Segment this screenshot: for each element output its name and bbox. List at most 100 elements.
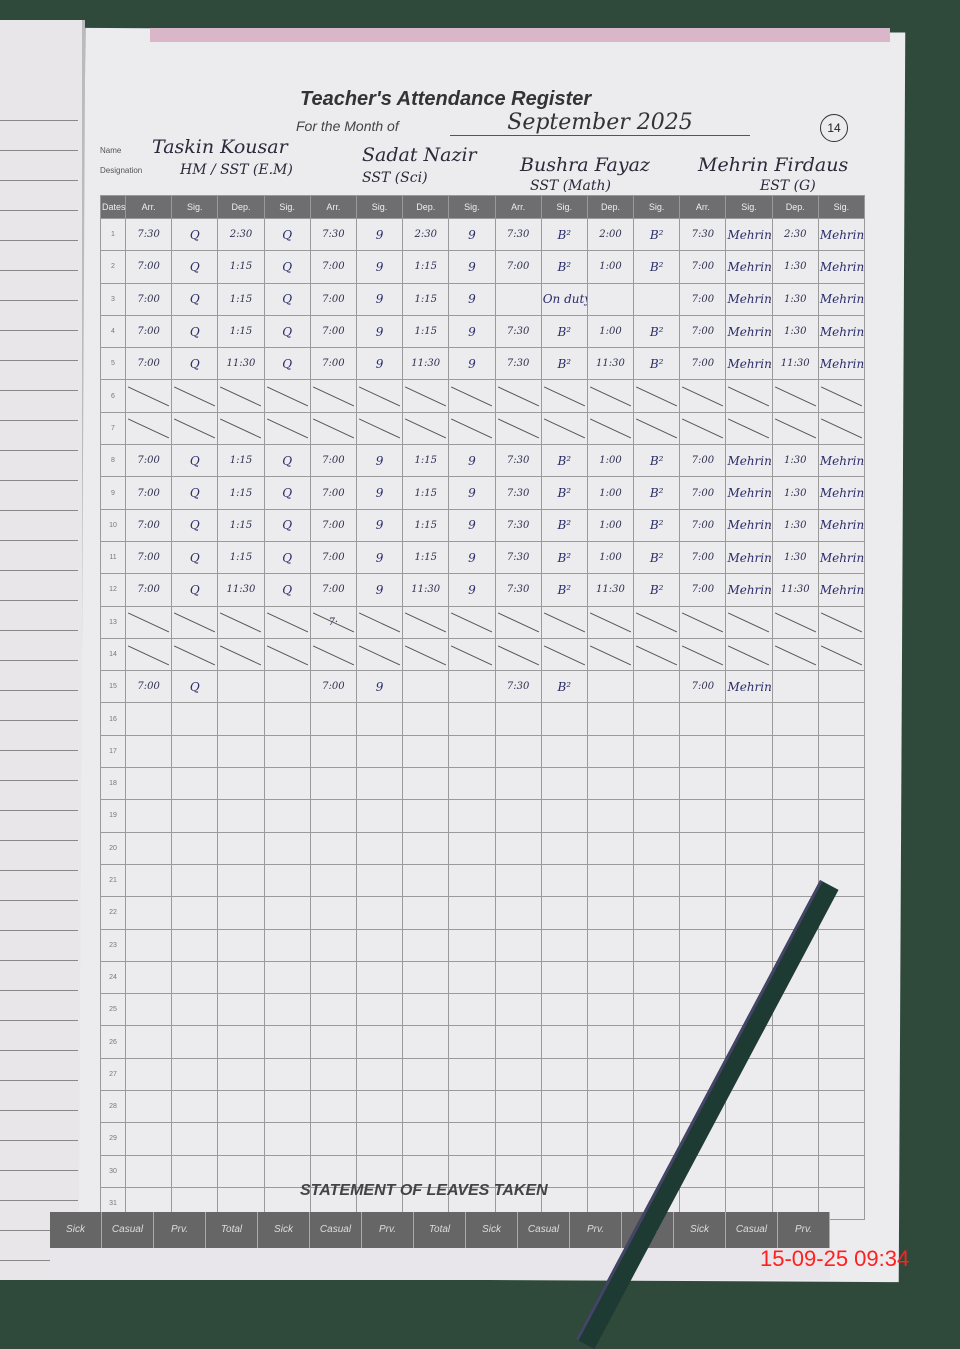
leave-column-header: Sick xyxy=(466,1212,518,1248)
arrival-cell xyxy=(124,993,173,1027)
arrival-cell: 7:00 xyxy=(124,444,173,478)
signature-cell: 9 xyxy=(448,444,496,478)
signature-cell xyxy=(171,799,219,833)
signature-cell xyxy=(355,993,404,1027)
ruled-line xyxy=(0,660,78,661)
signature-cell: Q xyxy=(171,540,219,575)
signature-cell: Mehrin xyxy=(725,444,773,478)
signature-cell xyxy=(171,1090,219,1124)
arrival-cell xyxy=(124,1057,173,1092)
signature-cell xyxy=(448,734,496,769)
signature-cell: B² xyxy=(633,250,681,284)
table-row: 19 xyxy=(100,799,866,833)
departure-cell: 1:30 xyxy=(771,282,819,316)
departure-cell xyxy=(586,896,635,930)
column-header: Sig. xyxy=(355,195,404,219)
signature-cell xyxy=(633,993,681,1027)
departure-cell xyxy=(402,1090,450,1124)
arrival-cell xyxy=(309,1057,357,1092)
signature-cell: B² xyxy=(633,217,681,252)
departure-cell xyxy=(217,1025,265,1059)
departure-cell xyxy=(217,1057,265,1092)
departure-cell xyxy=(586,928,635,962)
signature-cell: B² xyxy=(540,508,588,542)
signature-cell xyxy=(817,411,866,446)
departure-cell: 1:00 xyxy=(586,314,635,349)
signature-cell: B² xyxy=(633,508,681,542)
arrival-cell xyxy=(679,605,727,639)
arrival-cell: 7:30 xyxy=(494,217,542,252)
designation-label: Designation xyxy=(100,166,143,175)
signature-cell: Q xyxy=(171,347,219,381)
arrival-cell: 7:00 xyxy=(124,508,173,542)
departure-cell: 11:30 xyxy=(402,573,450,607)
arrival-cell: 7:00 xyxy=(124,314,173,349)
signature-cell xyxy=(355,767,404,801)
signature-cell xyxy=(171,1057,219,1092)
signature-cell: Q xyxy=(171,314,219,349)
signature-cell xyxy=(263,702,311,736)
ruled-line xyxy=(0,420,78,421)
signature-cell: Mehrin xyxy=(817,444,866,478)
arrival-cell: 7:30 xyxy=(494,573,542,607)
departure-cell xyxy=(402,1057,450,1092)
signature-cell xyxy=(633,1057,681,1092)
attendance-table: Dates Arr. Sig. Dep. Sig. Arr. Sig. Dep. Sig. Arr… xyxy=(100,195,866,1221)
arrival-cell xyxy=(309,960,357,995)
photo-timestamp: 15-09-25 09:34 xyxy=(760,1246,910,1271)
signature-cell xyxy=(633,1090,681,1124)
signature-cell: Mehrin xyxy=(817,508,866,542)
signature-cell xyxy=(633,670,681,704)
departure-cell xyxy=(217,702,265,736)
signature-cell xyxy=(540,605,588,639)
arrival-cell: 7:00 xyxy=(124,476,173,510)
arrival-cell xyxy=(309,1090,357,1124)
signature-cell: 9 xyxy=(448,314,496,349)
table-row: 3 7:00 Q 1:15 Q 7:00 9 1:15 9 On duty 7:00 Mehrin 1:… xyxy=(100,282,866,316)
signature-cell xyxy=(817,863,866,898)
signature-cell: Q xyxy=(263,250,311,284)
arrival-cell xyxy=(494,637,542,672)
date-cell: 8 xyxy=(100,444,126,478)
signature-cell xyxy=(725,1154,773,1188)
arrival-cell xyxy=(309,734,357,769)
table-row: 20 xyxy=(100,831,866,865)
departure-cell xyxy=(586,605,635,639)
date-cell: 2 xyxy=(100,250,126,284)
signature-cell xyxy=(633,411,681,446)
arrival-cell: 7· xyxy=(309,605,357,639)
teacher-name: Bushra Fayaz xyxy=(520,154,650,176)
signature-cell xyxy=(448,896,496,930)
column-header: Sig. xyxy=(540,195,588,219)
ruled-line xyxy=(0,120,78,121)
departure-cell xyxy=(402,767,450,801)
signature-cell xyxy=(725,799,773,833)
ruled-line xyxy=(0,180,78,181)
arrival-cell xyxy=(309,379,357,413)
arrival-cell xyxy=(309,702,357,736)
arrival-cell xyxy=(679,863,727,898)
signature-cell: 9 xyxy=(355,217,404,252)
signature-cell: Mehrin xyxy=(725,217,773,252)
leave-column-header: Sick xyxy=(258,1212,310,1248)
ruled-line xyxy=(0,1050,78,1051)
signature-cell: Mehrin xyxy=(725,314,773,349)
signature-cell xyxy=(171,637,219,672)
signature-cell xyxy=(448,1025,496,1059)
departure-cell xyxy=(217,637,265,672)
signature-cell: B² xyxy=(540,476,588,510)
table-row: 24 xyxy=(100,960,866,995)
signature-cell xyxy=(540,863,588,898)
signature-cell: Q xyxy=(263,282,311,316)
signature-cell xyxy=(725,831,773,865)
departure-cell xyxy=(771,1090,819,1124)
signature-cell xyxy=(171,702,219,736)
departure-cell: 2:30 xyxy=(771,217,819,252)
departure-cell xyxy=(586,702,635,736)
ruled-line xyxy=(0,540,78,541)
column-header: Dep. xyxy=(771,195,819,219)
signature-cell xyxy=(355,831,404,865)
signature-cell xyxy=(263,960,311,995)
departure-cell xyxy=(586,767,635,801)
signature-cell: Mehrin xyxy=(817,540,866,575)
